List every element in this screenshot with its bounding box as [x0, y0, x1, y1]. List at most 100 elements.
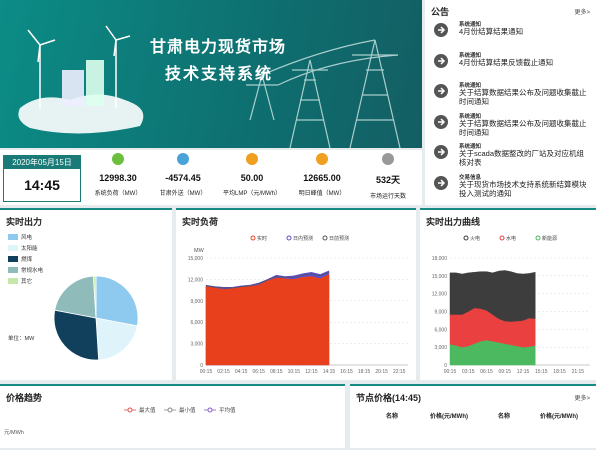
stat-value: -4574.45	[165, 173, 201, 183]
date-box: 2020年05月15日 14:45	[3, 155, 81, 202]
date: 2020年05月15日	[4, 156, 80, 169]
y-tick-label: 3,000	[434, 345, 447, 351]
y-tick-label: 9,000	[190, 299, 203, 305]
notice-category: 交易信息	[459, 174, 482, 181]
x-tick-label: 06:15	[480, 369, 493, 375]
notice-text[interactable]: 关于结算数据结果公布及问题收集截止时间通知	[459, 88, 587, 106]
x-tick-label: 16:15	[340, 369, 353, 375]
legend-marker	[322, 235, 328, 241]
x-tick-label: 20:15	[375, 369, 388, 375]
notice-icon	[434, 23, 448, 37]
legend-label: 平均值	[219, 406, 236, 414]
pie-panel: 实时出力 风电 太阳能 燃煤 常规水电 其它 单位：MW	[0, 208, 172, 380]
y-tick-label: 6,000	[190, 320, 203, 326]
legend-swatch	[8, 234, 18, 240]
notice-category: 系统通知	[459, 113, 482, 120]
curve-panel: 实时出力曲线 0 3,000 6,000 9,000 12,000 15,000 18,000…	[420, 208, 596, 380]
notice-text[interactable]: 4月份结算结果通知	[459, 27, 524, 36]
legend-label: 新能源	[542, 235, 557, 242]
notice-panel: 公告 更多> 系统通知 4月份结算结果通知 系统通知 4月份结算结果反馈截止通知 系统通…	[425, 0, 596, 205]
stat-icon	[382, 153, 394, 165]
notice-icon	[434, 84, 448, 98]
y-tick-label: 18,000	[432, 256, 448, 262]
stat-label: 明日峰值（MW）	[298, 191, 346, 197]
legend-label: 火电	[470, 235, 480, 242]
y-tick-label: 0	[200, 363, 203, 369]
notice-text[interactable]: 关于结算数据结果公布及问题收集截止时间通知	[459, 118, 587, 137]
icon-arrow	[438, 56, 446, 65]
notice-icon	[434, 145, 448, 159]
legend-swatch	[8, 278, 18, 284]
notice-text[interactable]: 关于scada数据整改的厂站及对应机组核对表	[459, 149, 585, 167]
price-panel: 价格趋势 最大值 最小值 平均值 元/MWh	[0, 384, 345, 448]
stat-label: 甘肃外送（MW）	[159, 191, 207, 197]
area	[205, 274, 330, 366]
stat-value: 12665.00	[303, 173, 341, 183]
panel-title: 节点价格(14:45)	[356, 393, 422, 403]
legend-label: 实时	[257, 235, 267, 242]
icon-arrow	[438, 148, 446, 156]
curve-chart: 0 3,000 6,000 9,000 12,000 15,000 18,000 00:15 0…	[432, 235, 590, 375]
pie-slice	[95, 317, 138, 361]
stat: -4574.45 甘肃外送（MW）	[148, 153, 218, 197]
node-panel: 节点价格(14:45) 更多> 名称 价格(元/MWh) 名称 价格(元/MWh)	[350, 384, 596, 448]
status-bar: 2020年05月15日 14:45 12998.30 系统负荷（MW） -4574.…	[0, 150, 422, 205]
legend-label: 常规水电	[21, 266, 44, 274]
y-tick-label: 6,000	[434, 327, 447, 333]
y-axis-label: 元/MWh	[4, 429, 24, 436]
column-header: 价格(元/MWh)	[540, 414, 578, 420]
x-tick-label: 02:15	[217, 369, 230, 375]
legend-label: 日内预测	[293, 235, 313, 242]
y-tick-label: 12,000	[432, 292, 448, 298]
panel-title: 实时出力曲线	[426, 217, 481, 227]
column-header: 名称	[498, 414, 511, 420]
more-link[interactable]: 更多>	[574, 10, 590, 16]
title-line1: 甘肃电力现货市场	[150, 37, 286, 56]
y-tick-label: 12,000	[188, 277, 204, 283]
legend-marker	[535, 235, 541, 241]
banner: 甘肃电力现货市场 技术支持系统	[0, 0, 422, 148]
pie-slice	[92, 275, 97, 319]
notice-category: 系统通知	[459, 144, 482, 150]
notice-category: 系统通知	[459, 52, 482, 59]
x-tick-label: 18:15	[553, 369, 566, 375]
icon-arrow	[438, 26, 446, 34]
panel-title: 价格趋势	[6, 393, 43, 403]
x-tick-label: 15:15	[535, 369, 548, 375]
more-link[interactable]: 更多>	[574, 396, 590, 402]
legend-swatch	[8, 267, 18, 273]
y-tick-label: 9,000	[434, 310, 447, 316]
legend-label: 水电	[506, 235, 516, 242]
x-tick-label: 18:15	[358, 369, 371, 375]
pie-slice	[95, 275, 139, 327]
y-tick-label: 15,000	[432, 274, 448, 280]
time: 14:45	[24, 177, 60, 193]
stat: 50.00 平均LMP（元/MWh）	[217, 153, 287, 197]
legend-marker	[286, 235, 292, 241]
y-tick-label: 3,000	[190, 342, 203, 348]
stat: 12998.30 系统负荷（MW）	[83, 153, 153, 197]
y-axis-label: MW	[194, 248, 205, 254]
x-tick-label: 10:15	[288, 369, 301, 375]
stat: 532天 市场运行天数	[353, 153, 423, 200]
pie-slice	[54, 275, 97, 319]
notice-category: 系统通知	[459, 83, 482, 89]
legend-marker	[167, 407, 173, 413]
legend-label: 日前预测	[329, 235, 349, 242]
legend-marker	[250, 235, 256, 241]
notice-category: 系统通知	[459, 22, 482, 28]
line	[205, 271, 330, 289]
legend-marker	[463, 235, 469, 241]
icon-arrow	[438, 117, 446, 126]
title-line2: 技术支持系统	[165, 64, 273, 83]
stat-icon	[316, 153, 328, 165]
legend-swatch	[8, 245, 18, 251]
notice-text[interactable]: 关于现货市场技术支持系统新结算模块投入测试的通知	[459, 179, 587, 198]
notice-text[interactable]: 4月份结算结果反馈截止通知	[459, 57, 554, 67]
x-tick-label: 03:15	[462, 369, 475, 375]
legend-swatch	[8, 256, 18, 262]
legend-label: 燃煤	[21, 255, 33, 263]
panel-title: 实时负荷	[182, 217, 219, 227]
